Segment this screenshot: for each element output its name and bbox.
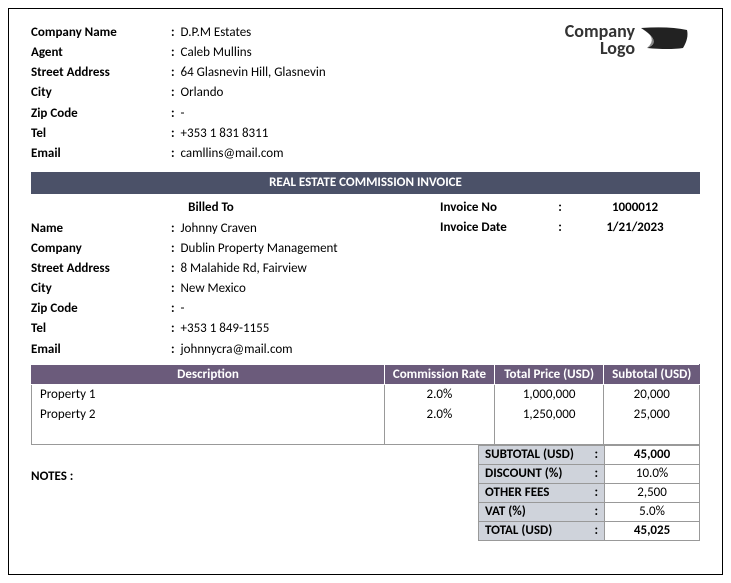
cell-desc: Property 1: [32, 384, 385, 404]
tot-label: TOTAL (USD): [479, 521, 589, 540]
invoice-page: Company Logo Company NameD.P.M Estates A…: [8, 8, 723, 575]
value-billed-street: 8 Malahide Rd, Fairview: [171, 259, 307, 279]
invoice-no-label: Invoice No: [440, 198, 550, 218]
total-row: SUBTOTAL (USD) : 45,000: [479, 445, 700, 464]
cell-rate: 2.0%: [384, 404, 494, 424]
label-tel: Tel: [31, 124, 171, 144]
value-city: Orlando: [171, 83, 223, 103]
invoice-banner: REAL ESTATE COMMISSION INVOICE: [31, 172, 700, 194]
billed-section: Billed To NameJohnny Craven CompanyDubli…: [31, 198, 700, 360]
label-billed-zip: Zip Code: [31, 299, 171, 319]
value-billed-name: Johnny Craven: [171, 219, 257, 239]
logo-line2: Logo: [565, 40, 635, 57]
label-street: Street Address: [31, 63, 171, 83]
invoice-date-label: Invoice Date: [440, 218, 550, 238]
table-header-row: Description Commission Rate Total Price …: [32, 364, 700, 384]
th-price: Total Price (USD): [494, 364, 604, 384]
value-billed-zip: -: [171, 299, 185, 319]
tot-value: 5.0%: [605, 502, 700, 521]
cell-sub: 20,000: [604, 384, 700, 404]
totals-block: SUBTOTAL (USD) : 45,000 DISCOUNT (%) : 1…: [478, 445, 700, 541]
label-city: City: [31, 83, 171, 103]
billed-title: Billed To: [31, 198, 391, 219]
value-email: camllins@mail.com: [171, 144, 284, 164]
value-billed-tel: +353 1 849-1155: [171, 319, 269, 339]
table-row: Property 2 2.0% 1,250,000 25,000: [32, 404, 700, 424]
tot-label: OTHER FEES: [479, 483, 589, 502]
value-street: 64 Glasnevin Hill, Glasnevin: [171, 63, 326, 83]
swoosh-icon: [639, 24, 694, 56]
cell-price: 1,250,000: [494, 404, 604, 424]
invoice-date-value: 1/21/2023: [570, 218, 700, 238]
total-row: VAT (%) : 5.0%: [479, 502, 700, 521]
cell-price: 1,000,000: [494, 384, 604, 404]
tot-label: VAT (%): [479, 502, 589, 521]
tot-value: 10.0%: [605, 464, 700, 483]
cell-rate: 2.0%: [384, 384, 494, 404]
cell-sub: 25,000: [604, 404, 700, 424]
tot-label: SUBTOTAL (USD): [479, 445, 589, 464]
company-logo: Company Logo: [565, 23, 694, 57]
total-row: DISCOUNT (%) : 10.0%: [479, 464, 700, 483]
tot-value: 2,500: [605, 483, 700, 502]
th-rate: Commission Rate: [384, 364, 494, 384]
label-email: Email: [31, 144, 171, 164]
colon: :: [550, 198, 570, 218]
total-row-final: TOTAL (USD) : 45,025: [479, 521, 700, 540]
label-zip: Zip Code: [31, 104, 171, 124]
th-subtotal: Subtotal (USD): [604, 364, 700, 384]
table-row: Property 1 2.0% 1,000,000 20,000: [32, 384, 700, 404]
label-company-name: Company Name: [31, 23, 171, 43]
items-table: Description Commission Rate Total Price …: [31, 364, 700, 445]
label-billed-company: Company: [31, 239, 171, 259]
bottom-section: NOTES : SUBTOTAL (USD) : 45,000 DISCOUNT…: [31, 445, 700, 541]
value-zip: -: [171, 104, 185, 124]
invoice-meta: Invoice No : 1000012 Invoice Date : 1/21…: [440, 198, 700, 360]
value-billed-city: New Mexico: [171, 279, 246, 299]
label-billed-name: Name: [31, 219, 171, 239]
th-description: Description: [32, 364, 385, 384]
colon: :: [550, 218, 570, 238]
value-company-name: D.P.M Estates: [171, 23, 251, 43]
cell-desc: Property 2: [32, 404, 385, 424]
value-agent: Caleb Mullins: [171, 43, 252, 63]
notes-label: NOTES :: [31, 445, 478, 541]
label-billed-city: City: [31, 279, 171, 299]
value-billed-company: Dublin Property Management: [171, 239, 338, 259]
total-row: OTHER FEES : 2,500: [479, 483, 700, 502]
logo-text: Company Logo: [565, 23, 635, 57]
label-billed-street: Street Address: [31, 259, 171, 279]
billed-to-block: Billed To NameJohnny Craven CompanyDubli…: [31, 198, 440, 360]
tot-value: 45,025: [605, 521, 700, 540]
tot-value: 45,000: [605, 445, 700, 464]
value-tel: +353 1 831 8311: [171, 124, 268, 144]
value-billed-email: johnnycra@mail.com: [171, 340, 293, 360]
label-billed-email: Email: [31, 340, 171, 360]
invoice-no-value: 1000012: [570, 198, 700, 218]
label-agent: Agent: [31, 43, 171, 63]
table-row: [32, 424, 700, 444]
tot-label: DISCOUNT (%): [479, 464, 589, 483]
label-billed-tel: Tel: [31, 319, 171, 339]
